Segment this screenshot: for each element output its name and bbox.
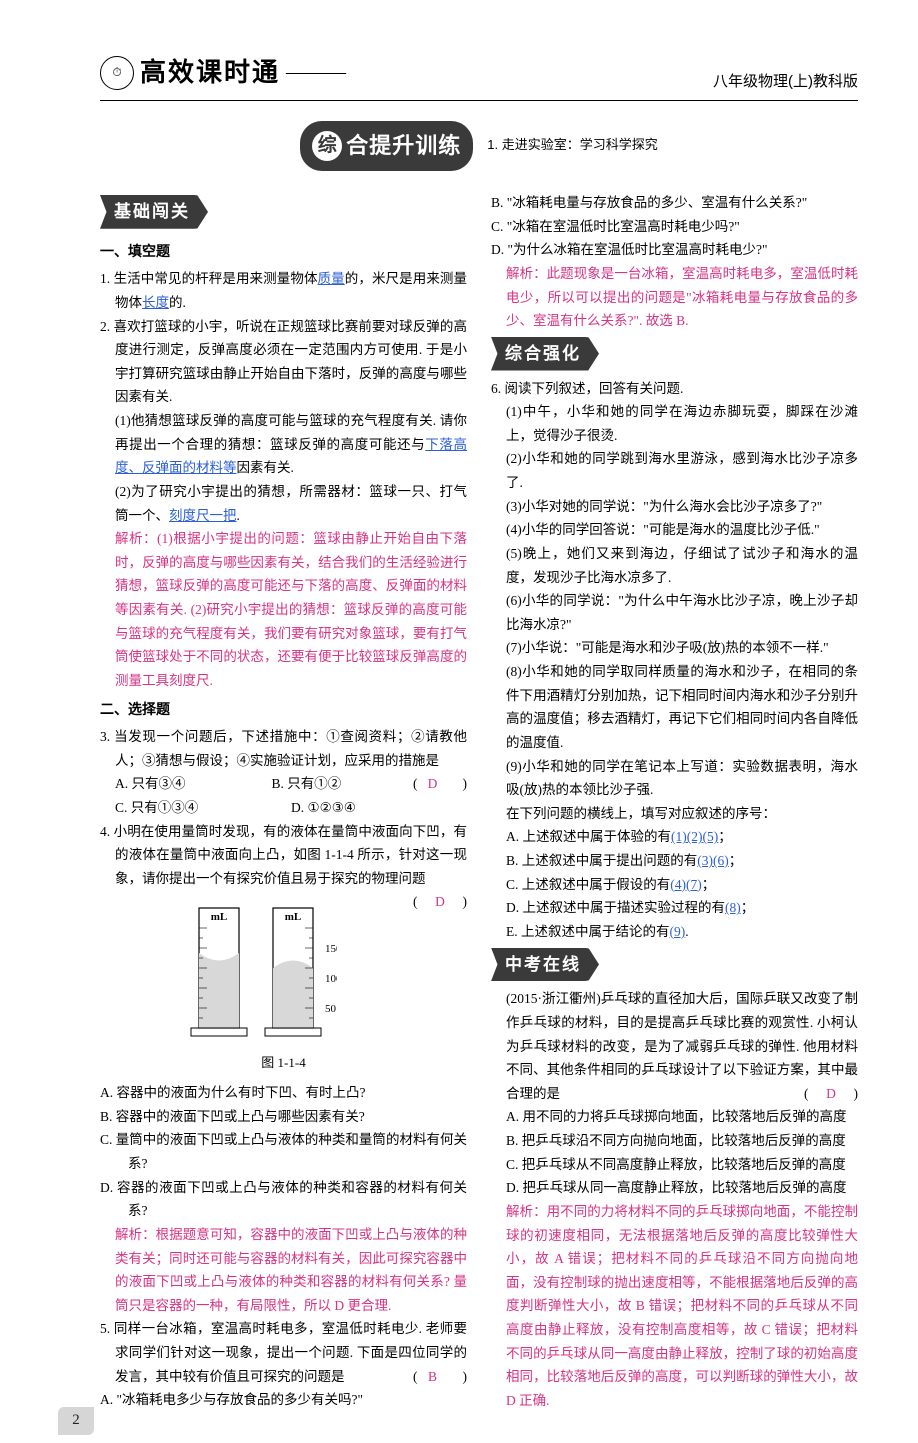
clock-icon: ⏱ — [100, 56, 134, 90]
figure-cylinders: mL mL — [100, 898, 467, 1048]
q5-exp: 解析：此题现象是一台冰箱，室温高时耗电多，室温低时耗电少，所以可以提出的问题是"… — [491, 262, 858, 333]
q4-C: C. 量筒中的液面下凹或上凸与液体的种类和量筒的材料有何关系? — [100, 1128, 467, 1175]
q3-opts-2: C. 只有①③④D. ①②③④ — [100, 796, 467, 820]
q2-exp: 解析：(1)根据小宇提出的问题：篮球由静止开始自由下落时，反弹的高度与哪些因素有… — [100, 527, 467, 692]
q3-head: 3. 当发现一个问题后，下述措施中：①查阅资料；②请教他人；③猜想与假设；④实施… — [100, 725, 467, 772]
q4-A: A. 容器中的液面为什么有时下凹、有时上凸? — [100, 1081, 467, 1105]
q4-head: 4. 小明在使用量筒时发现，有的液体在量筒中液面向下凹，有的液体在量筒中液面向上… — [100, 820, 467, 891]
q6-A: A. 上述叙述中属于体验的有(1)(2)(5)； — [491, 825, 858, 849]
zk-A: A. 用不同的力将乒乓球掷向地面，比较落地后反弹的高度 — [491, 1105, 858, 1129]
q6-D: D. 上述叙述中属于描述实验过程的有(8)； — [491, 896, 858, 920]
q6-6: (6)小华的同学说："为什么中午海水比沙子凉，晚上沙子却比海水凉?" — [491, 589, 858, 636]
svg-text:mL: mL — [284, 911, 301, 923]
q2-p2: (2)为了研究小宇提出的猜想，所需器材：篮球一只、打气筒一个、刻度尺一把. — [100, 480, 467, 527]
zk-head: (2015·浙江衢州)乒乓球的直径加大后，国际乒联又改变了制作乒乓球的材料，目的… — [491, 987, 858, 1105]
q6-E: E. 上述叙述中属于结论的有(9). — [491, 920, 858, 944]
subhead-choice: 二、选择题 — [100, 697, 467, 722]
q6-4: (4)小华的同学回答说："可能是海水的温度比沙子低." — [491, 518, 858, 542]
section-comprehensive: 综合强化 — [491, 337, 599, 371]
left-column: 基础闯关 一、填空题 1. 生活中常见的杆秤是用来测量物体质量的，米尺是用来测量… — [100, 191, 467, 1413]
q6-1: (1)中午，小华和她的同学在海边赤脚玩耍，脚踩在沙滩上，觉得沙子很烫. — [491, 400, 858, 447]
subhead-fill: 一、填空题 — [100, 239, 467, 264]
right-column: B. "冰箱耗电量与存放食品的多少、室温有什么关系?" C. "冰箱在室温低时比… — [491, 191, 858, 1413]
q6-5: (5)晚上，她们又来到海边，仔细试了试沙子和海水的温度，发现沙子比海水凉多了. — [491, 542, 858, 589]
page-number: 2 — [58, 1407, 94, 1435]
q1: 1. 生活中常见的杆秤是用来测量物体质量的，米尺是用来测量物体长度的. — [100, 267, 467, 314]
q2-head: 2. 喜欢打篮球的小宇，听说在正规篮球比赛前要对球反弹的高度进行测定，反弹高度必… — [100, 315, 467, 410]
main-title: 综 合提升训练 1. 走进实验室：学习科学探究 — [100, 121, 858, 172]
section-zk: 中考在线 — [491, 948, 599, 982]
q5-C: C. "冰箱在室温低时比室温高时耗电少吗?" — [491, 215, 858, 239]
svg-text:150: 150 — [325, 943, 337, 955]
q6-8: (8)小华和她的同学取同样质量的海水和沙子，在相同的条件下用酒精灯分别加热，记下… — [491, 660, 858, 755]
page-header: ⏱ 高效课时通 ——— 八年级物理(上)教科版 — [100, 50, 858, 101]
section-basic: 基础闯关 — [100, 195, 208, 229]
figure-caption: 图 1-1-4 — [100, 1052, 467, 1075]
q6-C: C. 上述叙述中属于假设的有(4)(7)； — [491, 873, 858, 897]
svg-text:50: 50 — [325, 1003, 337, 1015]
q2-p1: (1)他猜想篮球反弹的高度可能与篮球的充气程度有关. 请你再提出一个合理的猜想：… — [100, 409, 467, 480]
q6-3: (3)小华对她的同学说："为什么海水会比沙子凉多了?" — [491, 495, 858, 519]
title-badge: 综 合提升训练 — [300, 121, 473, 172]
q6-9: (9)小华和她的同学在笔记本上写道：实验数据表明，海水吸(放)热的本领比沙子强. — [491, 755, 858, 802]
svg-text:mL: mL — [210, 911, 227, 923]
title-badge-char: 综 — [312, 131, 342, 161]
subtitle: 1. 走进实验室：学习科学探究 — [487, 134, 657, 157]
q3-opts-1: A. 只有③④B. 只有①② — [100, 772, 428, 796]
q4-D: D. 容器的液面下凹或上凸与液体的种类和容器的材料有何关系? — [100, 1176, 467, 1223]
grade-label: 八年级物理(上)教科版 — [713, 69, 858, 95]
q5-head: 5. 同样一台冰箱，室温高时耗电多，室温低时耗电少. 老师要求同学们针对这一现象… — [100, 1317, 467, 1388]
zk-B: B. 把乒乓球沿不同方向抛向地面，比较落地后反弹的高度 — [491, 1129, 858, 1153]
q6-task: 在下列问题的横线上，填写对应叙述的序号： — [491, 802, 858, 826]
svg-text:100: 100 — [325, 973, 337, 985]
q6-2: (2)小华和她的同学跳到海水里游泳，感到海水比沙子凉多了. — [491, 447, 858, 494]
q4-B: B. 容器中的液面下凹或上凸与哪些因素有关? — [100, 1105, 467, 1129]
q6-7: (7)小华说："可能是海水和沙子吸(放)热的本领不一样." — [491, 636, 858, 660]
brand-text: 高效课时通 — [140, 50, 280, 96]
zk-D: D. 把乒乓球从同一高度静止释放，比较落地后反弹的高度 — [491, 1176, 858, 1200]
brand: ⏱ 高效课时通 ——— — [100, 50, 346, 96]
q5-A: A. "冰箱耗电多少与存放食品的多少有关吗?" — [100, 1388, 467, 1412]
q5-B: B. "冰箱耗电量与存放食品的多少、室温有什么关系?" — [491, 191, 858, 215]
zk-exp: 解析：用不同的力将材料不同的乒乓球掷向地面，不能控制球的初速度相同，无法根据落地… — [491, 1200, 858, 1413]
q4-exp: 解析：根据题意可知，容器中的液面下凹或上凸与液体的种类有关；同时还可能与容器的材… — [100, 1223, 467, 1318]
title-badge-text: 合提升训练 — [346, 127, 461, 166]
q6-head: 6. 阅读下列叙述，回答有关问题. — [491, 377, 858, 401]
q5-D: D. "为什么冰箱在室温低时比室温高时耗电少?" — [491, 238, 858, 262]
zk-C: C. 把乒乓球从不同高度静止释放，比较落地后反弹的高度 — [491, 1153, 858, 1177]
q6-B: B. 上述叙述中属于提出问题的有(3)(6)； — [491, 849, 858, 873]
